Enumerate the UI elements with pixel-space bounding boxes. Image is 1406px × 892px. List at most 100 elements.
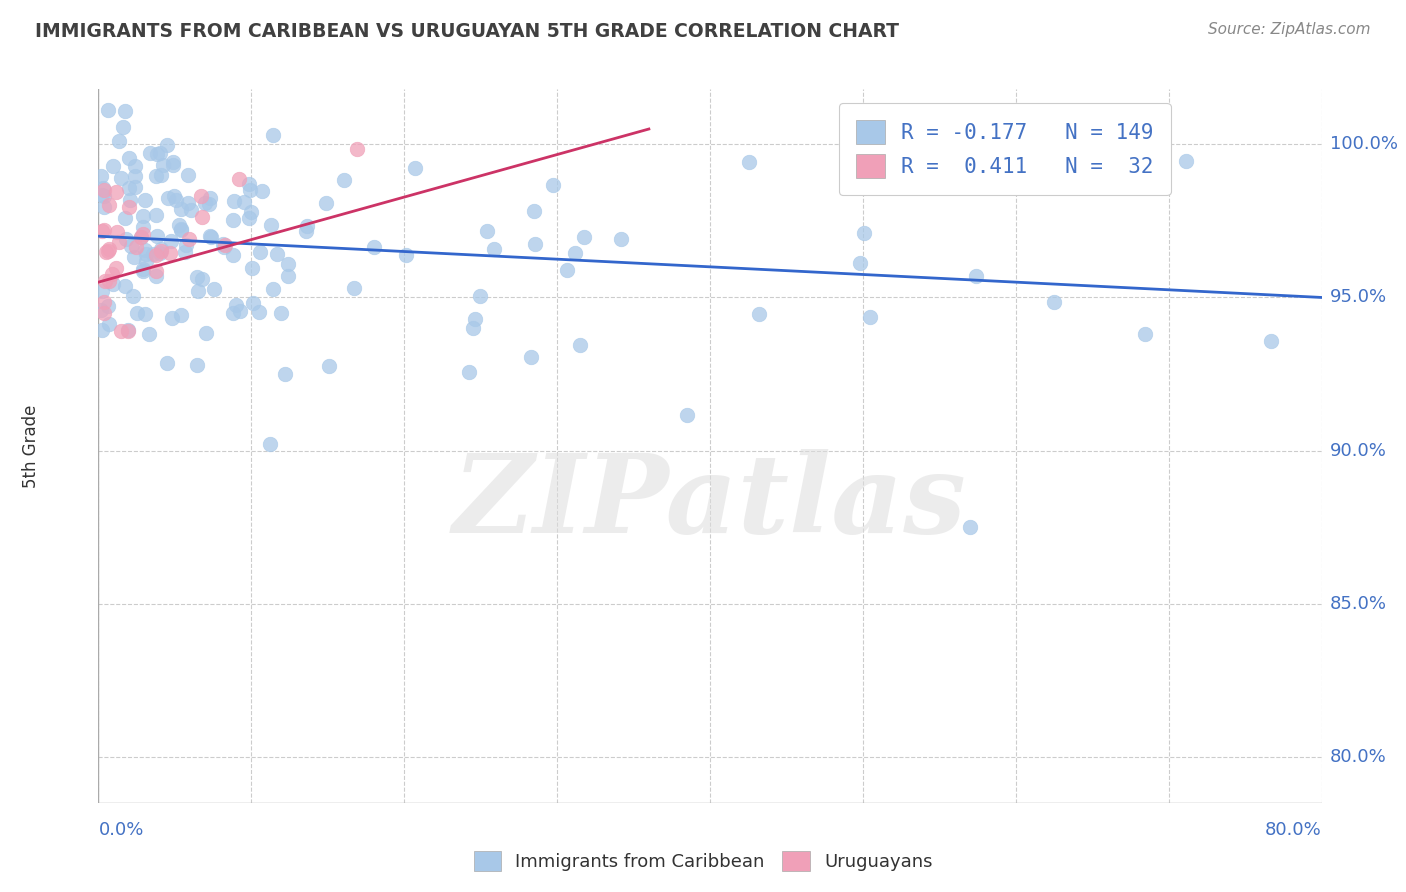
Point (165, 193, 187, 207)
Text: 80.0%: 80.0% (1265, 821, 1322, 838)
Point (475, 224, 498, 238)
Point (129, 230, 152, 244)
Point (675, 408, 697, 422)
Point (395, 248, 418, 262)
Point (343, 281, 366, 295)
Point (97, 317, 120, 331)
Point (124, 250, 146, 264)
Point (463, 321, 485, 335)
Point (139, 145, 162, 160)
Point (132, 262, 155, 277)
Point (748, 307, 770, 321)
Point (149, 145, 172, 160)
Point (96, 245, 118, 260)
Point (169, 202, 191, 217)
Point (108, 135, 131, 149)
Point (118, 200, 141, 214)
Point (146, 229, 169, 244)
Point (114, 279, 136, 293)
Point (125, 306, 148, 320)
Point (149, 245, 172, 260)
Point (333, 173, 356, 187)
Legend: R = -0.177   N = 149, R =  0.411   N =  32: R = -0.177 N = 149, R = 0.411 N = 32 (839, 103, 1171, 195)
Point (250, 184, 273, 198)
Point (105, 260, 128, 275)
Point (149, 244, 172, 258)
Point (124, 169, 146, 183)
Point (120, 239, 142, 253)
Point (162, 154, 184, 169)
Point (221, 213, 243, 227)
Text: 90.0%: 90.0% (1330, 442, 1386, 459)
Text: 0.0%: 0.0% (98, 821, 143, 838)
Point (1133, 326, 1156, 341)
Point (249, 244, 271, 259)
Text: 100.0%: 100.0% (1330, 136, 1398, 153)
Point (101, 159, 124, 173)
Point (162, 158, 184, 172)
Point (117, 323, 139, 337)
Point (90, 187, 112, 202)
Point (1043, 294, 1066, 309)
Point (150, 242, 173, 256)
Point (224, 194, 246, 208)
Point (225, 298, 247, 312)
Point (523, 204, 546, 219)
Point (222, 305, 245, 319)
Point (470, 288, 492, 302)
Point (125, 240, 148, 254)
Point (464, 312, 486, 326)
Point (609, 232, 631, 246)
Point (191, 272, 214, 286)
Point (174, 238, 197, 252)
Point (202, 282, 225, 296)
Point (93, 183, 115, 197)
Point (117, 181, 139, 195)
Point (98, 243, 121, 257)
Point (117, 324, 139, 338)
Point (738, 154, 761, 169)
Point (200, 230, 222, 244)
Point (195, 326, 218, 341)
Point (101, 277, 124, 291)
Point (134, 243, 156, 257)
Point (145, 268, 167, 283)
Point (93, 295, 115, 310)
Point (240, 205, 263, 219)
Point (120, 194, 142, 208)
Point (187, 284, 209, 298)
Point (93, 306, 115, 320)
Legend: Immigrants from Caribbean, Uruguayans: Immigrants from Caribbean, Uruguayans (467, 844, 939, 879)
Point (90, 284, 112, 298)
Point (212, 240, 235, 254)
Point (214, 237, 236, 252)
Point (198, 196, 221, 211)
Point (170, 222, 193, 236)
Point (1260, 334, 1282, 349)
Point (93, 274, 115, 288)
Point (162, 189, 184, 203)
Point (105, 186, 128, 200)
Point (176, 195, 198, 210)
Point (160, 310, 183, 325)
Point (98, 274, 121, 288)
Point (568, 338, 591, 352)
Point (97, 198, 120, 212)
Point (159, 245, 181, 260)
Point (91, 181, 114, 195)
Point (180, 202, 202, 217)
Point (135, 253, 157, 268)
Point (93, 200, 115, 214)
Point (186, 269, 208, 284)
Point (191, 210, 214, 224)
Point (114, 104, 136, 119)
Point (132, 264, 155, 278)
Point (146, 147, 169, 161)
Point (152, 157, 174, 171)
Point (228, 171, 250, 186)
Point (965, 268, 987, 283)
Point (212, 236, 235, 251)
Point (277, 268, 299, 283)
Point (238, 178, 260, 192)
Point (131, 219, 153, 234)
